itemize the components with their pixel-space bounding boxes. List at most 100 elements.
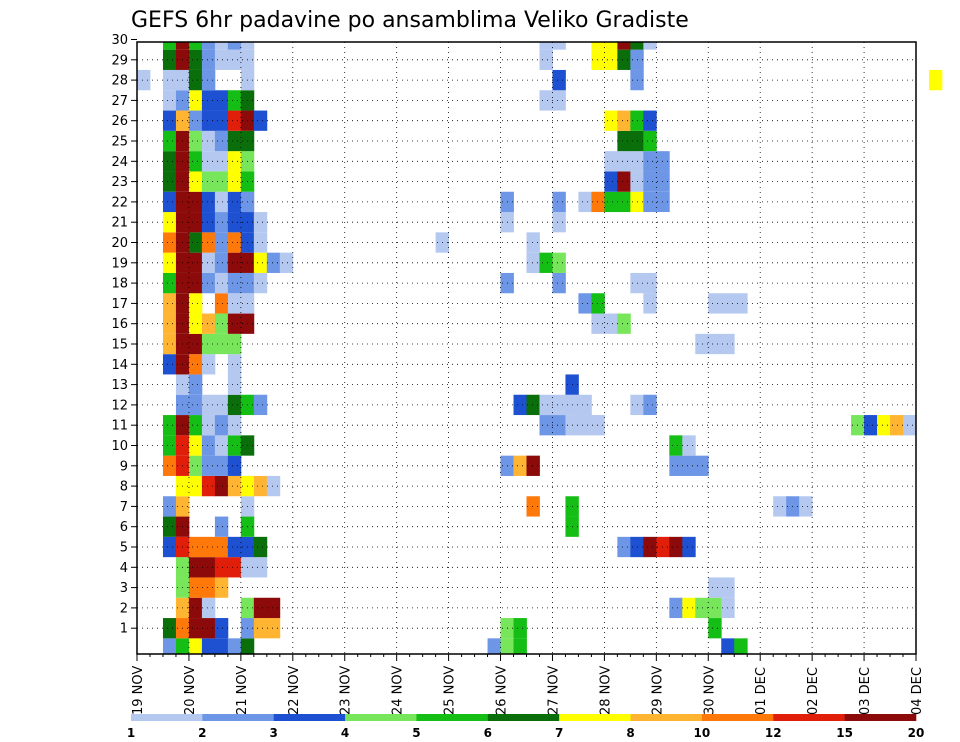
- precip-cell: [682, 597, 696, 619]
- precip-cell: [734, 293, 748, 314]
- precip-cell: [253, 394, 268, 416]
- precip-cell: [643, 293, 657, 314]
- precip-cell: [214, 557, 229, 578]
- precip-cell: [552, 252, 566, 273]
- precip-cell: [539, 42, 553, 50]
- precip-cell: [604, 191, 618, 213]
- precip-cell: [643, 151, 657, 172]
- precip-cell: [214, 618, 229, 639]
- precip-cell: [188, 618, 203, 639]
- precip-cell: [552, 191, 566, 213]
- y-tick-label: 7: [120, 500, 128, 515]
- precip-cell: [201, 272, 216, 294]
- colorbar-label: 1: [127, 726, 135, 740]
- y-tick-label: 10: [111, 439, 128, 454]
- precip-cell: [617, 49, 631, 70]
- colorbar-swatch: [701, 714, 774, 721]
- y-tick-label: 11: [111, 419, 128, 434]
- precip-cell: [188, 252, 203, 273]
- precip-cell: [214, 293, 229, 314]
- colorbar-label: 6: [484, 726, 492, 740]
- precip-cell: [214, 272, 229, 294]
- precip-cell: [188, 638, 203, 654]
- precip-cell: [201, 130, 216, 152]
- precip-cell: [500, 638, 514, 654]
- y-tick-label: 9: [120, 459, 128, 474]
- precip-cell: [162, 354, 177, 375]
- precip-cell: [227, 475, 242, 497]
- precip-cell: [162, 151, 177, 172]
- x-tick-label: 24 NOV: [391, 666, 406, 715]
- precip-cell: [734, 638, 748, 654]
- precip-cell: [214, 42, 229, 50]
- precip-cell: [539, 415, 553, 436]
- y-tick-label: 30: [111, 33, 128, 48]
- precip-cell: [188, 536, 203, 558]
- precip-cell: [214, 333, 229, 355]
- precip-cell: [162, 435, 177, 456]
- precip-cell: [162, 69, 177, 91]
- precip-cell: [552, 90, 566, 111]
- y-tick-label: 12: [111, 398, 128, 413]
- precip-cell: [799, 496, 813, 517]
- precip-cell: [214, 394, 229, 416]
- y-tick-label: 2: [120, 601, 128, 616]
- x-tick-label: 19 NOV: [131, 666, 146, 715]
- precip-cell: [695, 597, 709, 619]
- precip-cell: [266, 252, 281, 273]
- precip-cell: [591, 313, 605, 334]
- precip-cell: [201, 212, 216, 233]
- precip-cell: [526, 496, 540, 517]
- precip-cell: [643, 42, 657, 50]
- precip-cell: [188, 272, 203, 294]
- precip-cell: [201, 110, 216, 131]
- precip-cell: [253, 272, 268, 294]
- precip-cell: [227, 435, 242, 456]
- precip-cell: [682, 536, 696, 558]
- y-tick-label: 22: [111, 195, 128, 210]
- precip-cell: [201, 42, 216, 50]
- precip-cell: [617, 536, 631, 558]
- precip-cell: [227, 536, 242, 558]
- colorbar-label: 5: [412, 726, 420, 740]
- precip-cell: [604, 49, 618, 70]
- precip-cell: [773, 496, 787, 517]
- precip-cell: [162, 516, 177, 537]
- precip-cell: [201, 90, 216, 111]
- precip-cell: [188, 130, 203, 152]
- precip-cell: [539, 394, 553, 416]
- precip-cell: [214, 638, 229, 654]
- colorbar-swatch: [487, 714, 560, 721]
- precip-cell: [162, 333, 177, 355]
- precip-cell: [253, 212, 268, 233]
- precip-cell: [201, 577, 216, 598]
- precip-cell: [162, 293, 177, 314]
- precip-cell: [201, 49, 216, 70]
- precip-cell: [162, 42, 177, 50]
- y-tick-label: 25: [111, 135, 128, 150]
- precip-cell: [201, 313, 216, 334]
- precip-cell: [513, 394, 527, 416]
- precip-cell: [188, 557, 203, 578]
- precip-cell: [682, 455, 696, 476]
- precip-cell: [552, 212, 566, 233]
- colorbar-label: 15: [836, 726, 853, 740]
- precip-cell: [656, 151, 670, 172]
- precip-cell: [214, 49, 229, 70]
- precip-cell: [669, 435, 683, 456]
- y-tick-label: 4: [120, 561, 128, 576]
- precip-cell: [175, 638, 190, 654]
- colorbar-swatch: [202, 714, 275, 721]
- y-tick-label: 21: [111, 216, 128, 231]
- precip-cell: [253, 475, 268, 497]
- colorbar-swatch: [273, 714, 346, 721]
- precip-cell: [708, 577, 722, 598]
- precip-cell: [188, 597, 203, 619]
- precip-cell: [227, 151, 242, 172]
- precip-cell: [227, 130, 242, 152]
- precip-cell: [201, 354, 216, 375]
- precip-cell: [695, 455, 709, 476]
- precip-cell: [578, 394, 592, 416]
- y-axis-ticks: 1234567891011121314151617181920212223242…: [111, 33, 137, 637]
- precip-cell: [227, 90, 242, 111]
